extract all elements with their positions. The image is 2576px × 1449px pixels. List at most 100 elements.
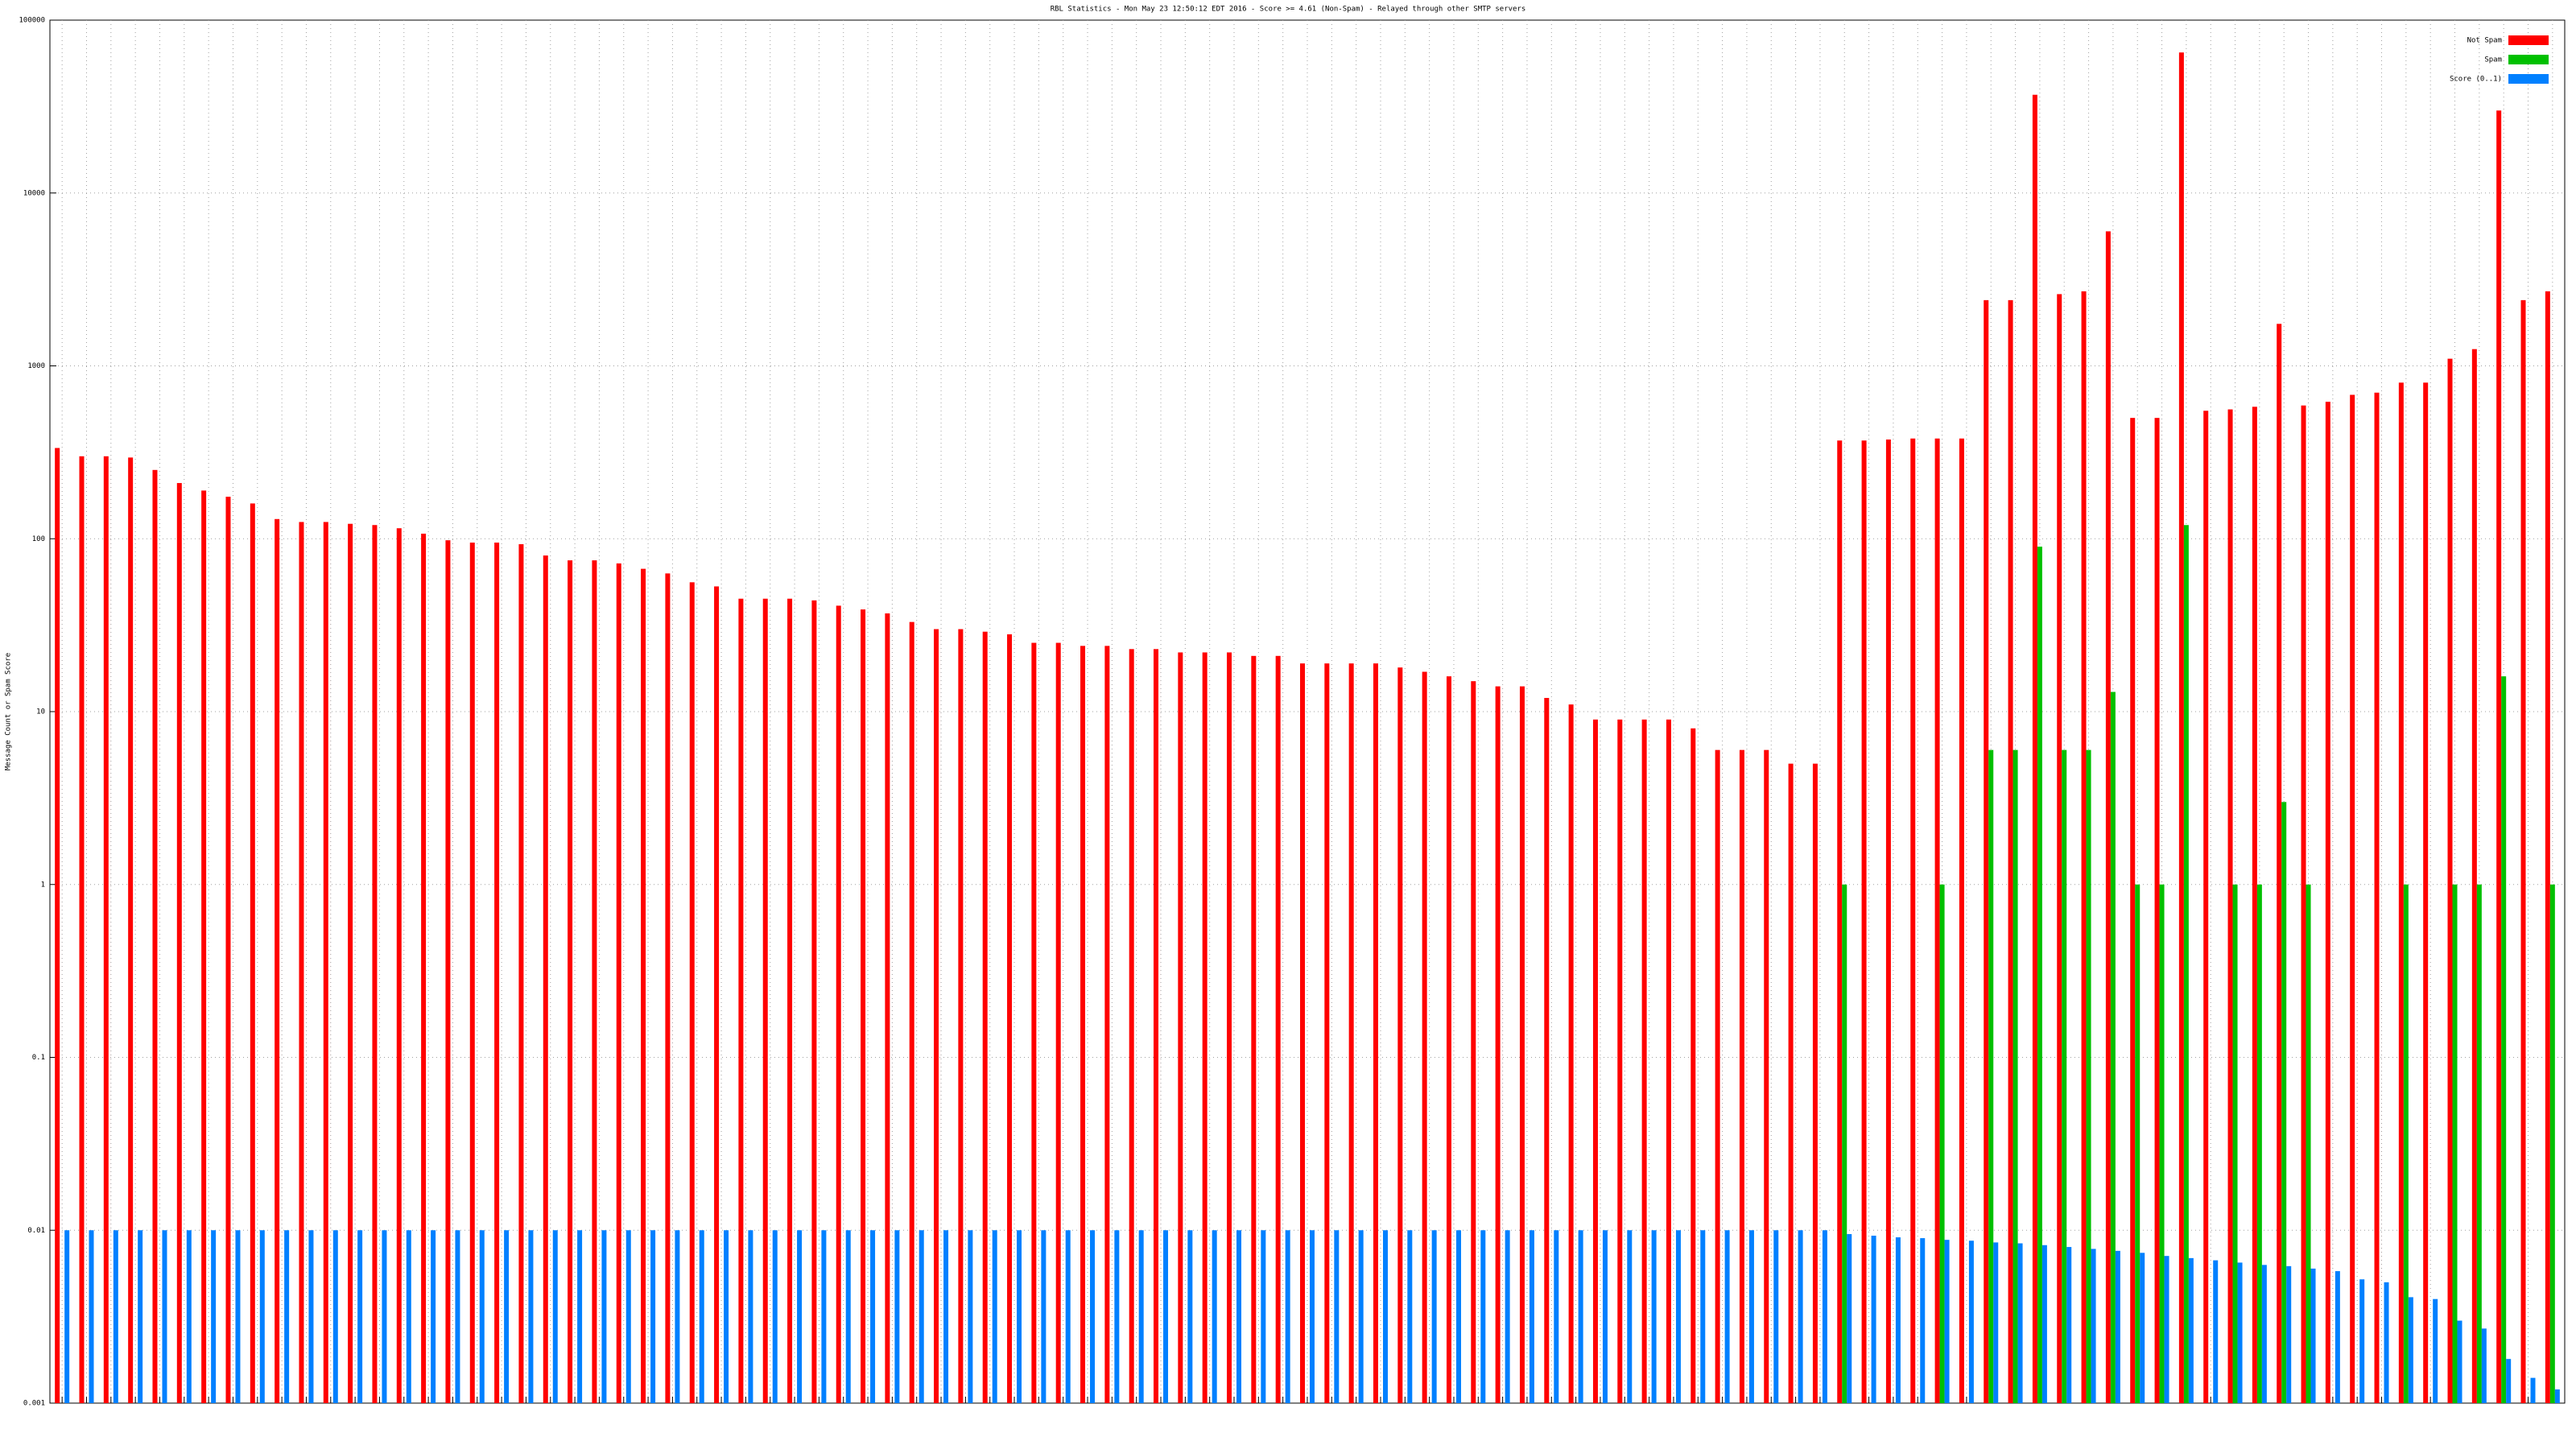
bar — [845, 1230, 851, 1403]
bar — [1885, 439, 1891, 1403]
bar — [1739, 749, 1744, 1403]
bar — [992, 1230, 997, 1403]
bar — [1837, 440, 1843, 1403]
bar — [641, 568, 646, 1403]
bar — [2062, 749, 2067, 1403]
bar — [469, 543, 475, 1403]
bar — [1031, 642, 1037, 1403]
bar — [592, 560, 597, 1403]
bar — [455, 1230, 460, 1403]
bar — [982, 631, 988, 1403]
bar — [1495, 686, 1501, 1403]
bar — [797, 1230, 803, 1403]
bar — [1529, 1230, 1534, 1403]
bar — [2154, 418, 2160, 1403]
legend-swatch — [2508, 74, 2549, 84]
bar — [1617, 719, 1623, 1403]
bar — [1285, 1230, 1290, 1403]
bar — [2081, 291, 2087, 1403]
bar — [2433, 1298, 2438, 1403]
bar — [1358, 1230, 1364, 1403]
bar — [1080, 646, 1086, 1403]
bar — [1651, 1230, 1657, 1403]
bar — [2115, 1250, 2120, 1403]
bar — [128, 457, 134, 1403]
bar — [762, 598, 768, 1403]
bar — [943, 1230, 949, 1403]
bar — [821, 1230, 827, 1403]
bar — [2277, 324, 2282, 1403]
bar — [211, 1230, 217, 1403]
legend-label: Spam — [2484, 56, 2502, 64]
bar — [1724, 1230, 1730, 1403]
y-axis-label: Message Count or Spam Score — [5, 653, 13, 770]
bar — [1324, 663, 1330, 1403]
y-tick-label: 100 — [32, 535, 45, 543]
bar — [2086, 749, 2091, 1403]
bar — [1202, 652, 1208, 1403]
legend-label: Score (0..1) — [2450, 76, 2502, 84]
bar — [2306, 884, 2311, 1403]
bar — [113, 1230, 118, 1403]
bar — [2057, 294, 2062, 1403]
bar — [308, 1230, 314, 1403]
bar — [2017, 1243, 2023, 1403]
bar — [2334, 1271, 2340, 1403]
bar — [2110, 691, 2116, 1403]
bar — [1300, 663, 1305, 1403]
bar — [909, 621, 914, 1403]
bar — [2545, 291, 2550, 1403]
bar — [724, 1230, 729, 1403]
bar — [2530, 1377, 2536, 1403]
bar — [1480, 1230, 1486, 1403]
bar — [1251, 655, 1257, 1403]
bar — [2105, 231, 2111, 1403]
bar — [772, 1230, 778, 1403]
bar — [323, 522, 328, 1403]
bar — [259, 1230, 265, 1403]
y-tick-label: 100000 — [19, 17, 45, 25]
bar — [357, 1230, 363, 1403]
bar — [421, 533, 427, 1403]
bar — [1275, 655, 1281, 1403]
bar — [1455, 1230, 1461, 1403]
bar — [1554, 1230, 1559, 1403]
bar — [1847, 1234, 1852, 1403]
bar — [1065, 1230, 1071, 1403]
bar — [2471, 349, 2477, 1403]
bar — [1822, 1230, 1827, 1403]
bar — [176, 483, 182, 1403]
bar — [186, 1230, 192, 1403]
bar — [1397, 667, 1403, 1403]
bar — [1764, 749, 1769, 1403]
bar — [811, 600, 817, 1403]
bar — [201, 490, 207, 1403]
bar — [1842, 884, 1847, 1403]
bar — [836, 605, 841, 1403]
bar — [1505, 1230, 1510, 1403]
bar — [2310, 1268, 2316, 1403]
bar — [2325, 402, 2330, 1404]
bar — [1700, 1230, 1706, 1403]
legend-swatch — [2508, 35, 2549, 45]
bar — [1163, 1230, 1169, 1403]
bar — [1748, 1230, 1754, 1403]
bar — [2457, 1320, 2462, 1403]
bar — [870, 1230, 876, 1403]
bar — [665, 573, 671, 1404]
bar — [1007, 634, 1013, 1403]
bar — [2237, 1262, 2243, 1403]
bar — [2423, 382, 2429, 1404]
bar — [1382, 1230, 1388, 1403]
bar — [1988, 749, 1994, 1403]
bar — [2359, 1279, 2365, 1403]
bar — [2164, 1256, 2169, 1403]
bar — [2203, 411, 2209, 1404]
bar — [445, 540, 451, 1403]
bar — [2374, 392, 2380, 1404]
bar — [431, 1230, 436, 1403]
bar — [1114, 1230, 1120, 1403]
y-tick-label: 10000 — [23, 189, 45, 197]
